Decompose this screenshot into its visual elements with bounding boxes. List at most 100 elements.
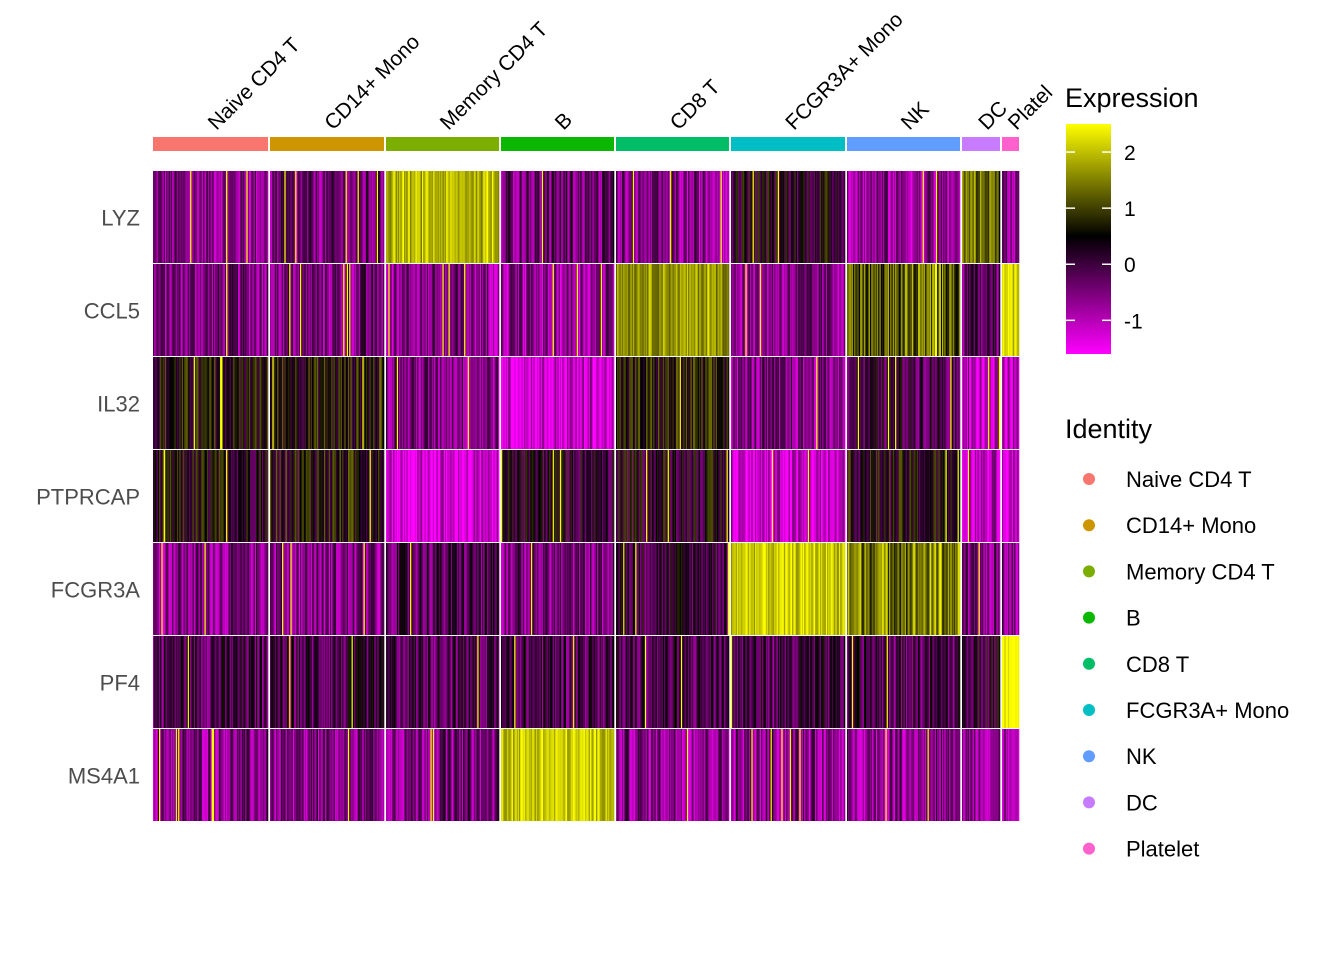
heatmap-cell	[810, 357, 812, 449]
heatmap-cell	[254, 450, 257, 542]
heatmap-cell	[550, 636, 552, 728]
heatmap-cell	[422, 171, 424, 263]
heatmap-cell	[994, 264, 996, 356]
heatmap-cell	[429, 729, 431, 821]
heatmap-cell	[155, 357, 157, 449]
heatmap-cell	[166, 450, 168, 542]
heatmap-block	[386, 357, 500, 449]
heatmap-cell	[836, 729, 839, 821]
heatmap-cell	[248, 264, 251, 356]
heatmap-cell	[229, 264, 232, 356]
heatmap-cell	[181, 636, 184, 728]
heatmap-cell	[461, 264, 464, 356]
heatmap-cell	[813, 543, 816, 635]
heatmap-cell	[303, 450, 306, 542]
heatmap-cell	[634, 636, 636, 728]
heatmap-cell	[631, 636, 634, 728]
heatmap-cell	[176, 450, 179, 542]
heatmap-cell	[288, 729, 290, 821]
heatmap-cell	[839, 729, 841, 821]
heatmap-cell	[348, 357, 350, 449]
heatmap-cell	[232, 264, 234, 356]
heatmap-cell	[238, 264, 240, 356]
heatmap-cell	[880, 264, 883, 356]
heatmap-cell	[517, 729, 520, 821]
heatmap-cell	[561, 729, 563, 821]
heatmap-cell	[346, 264, 349, 356]
heatmap-cell	[598, 450, 600, 542]
heatmap-cell	[921, 450, 924, 542]
heatmap-cell	[751, 171, 753, 263]
heatmap-cell	[300, 543, 302, 635]
heatmap-cell	[508, 636, 510, 728]
heatmap-cell	[228, 729, 230, 821]
heatmap-cell	[458, 636, 460, 728]
heatmap-cell	[478, 543, 481, 635]
heatmap-cell	[523, 264, 526, 356]
heatmap-cell	[340, 450, 343, 542]
heatmap-cell	[935, 543, 938, 635]
heatmap-cell	[253, 171, 256, 263]
heatmap-cell	[442, 729, 444, 821]
heatmap-cell	[419, 729, 422, 821]
heatmap-cell	[920, 264, 922, 356]
heatmap-cell	[616, 264, 618, 356]
heatmap-cell	[570, 636, 573, 728]
heatmap-cell	[708, 729, 711, 821]
heatmap-cell	[632, 264, 635, 356]
heatmap-cell	[406, 450, 408, 542]
heatmap-cell	[967, 264, 970, 356]
heatmap-cell	[771, 450, 774, 542]
heatmap-cell	[471, 729, 473, 821]
heatmap-cell	[350, 357, 352, 449]
heatmap-cell	[977, 450, 979, 542]
heatmap-cell	[316, 264, 319, 356]
heatmap-cell	[248, 171, 251, 263]
heatmap-cell	[759, 264, 762, 356]
heatmap-cell	[970, 543, 972, 635]
heatmap-cell	[315, 171, 318, 263]
heatmap-cell	[823, 264, 825, 356]
heatmap-cell	[215, 543, 217, 635]
heatmap-cell	[212, 357, 215, 449]
heatmap-cell	[162, 450, 165, 542]
heatmap-cell	[186, 357, 189, 449]
heatmap-cell	[952, 357, 955, 449]
heatmap-cell	[442, 357, 444, 449]
heatmap-cell	[840, 264, 842, 356]
heatmap-cell	[603, 729, 605, 821]
heatmap-cell	[259, 357, 262, 449]
heatmap-cell	[654, 264, 656, 356]
heatmap-cell	[420, 357, 423, 449]
heatmap-cell	[848, 450, 850, 542]
heatmap-cell	[863, 171, 866, 263]
heatmap-cell	[688, 636, 690, 728]
heatmap-cell	[179, 450, 181, 542]
heatmap-cell	[228, 636, 230, 728]
heatmap-cell	[309, 171, 312, 263]
heatmap-cell	[556, 450, 558, 542]
heatmap-cell	[344, 636, 346, 728]
heatmap-cell	[650, 171, 653, 263]
heatmap-cell	[623, 264, 625, 356]
heatmap-cell	[582, 636, 585, 728]
heatmap-cell	[776, 171, 779, 263]
heatmap-cell	[700, 636, 702, 728]
heatmap-cell	[777, 636, 780, 728]
heatmap-cell	[435, 543, 437, 635]
heatmap-cell	[781, 636, 783, 728]
heatmap-cell	[466, 171, 469, 263]
heatmap-cell	[642, 636, 644, 728]
heatmap-cell	[949, 171, 951, 263]
heatmap-cell	[881, 357, 884, 449]
heatmap-cell	[704, 171, 707, 263]
heatmap-cell	[684, 264, 687, 356]
heatmap-cell	[771, 729, 774, 821]
heatmap-cell	[431, 636, 434, 728]
heatmap-cell	[175, 264, 178, 356]
heatmap-cell	[840, 729, 842, 821]
heatmap-cell	[598, 171, 600, 263]
heatmap-cell	[360, 729, 362, 821]
heatmap-cell	[643, 171, 646, 263]
heatmap-cell	[280, 543, 283, 635]
